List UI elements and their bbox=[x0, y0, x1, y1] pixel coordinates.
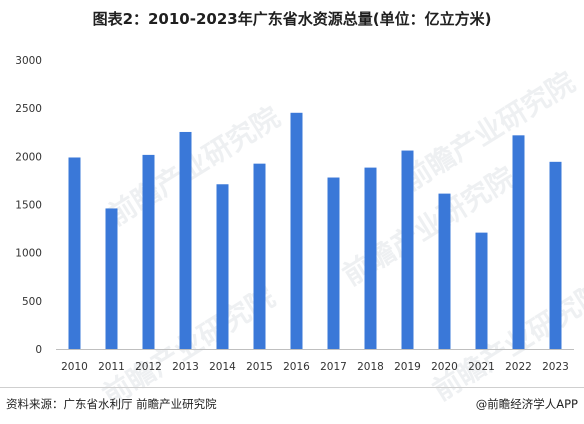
x-tick-label: 2022 bbox=[505, 361, 532, 373]
x-tick-label: 2018 bbox=[357, 361, 384, 373]
bar bbox=[512, 135, 525, 349]
y-tick-label: 1500 bbox=[15, 200, 42, 212]
x-tick-label: 2013 bbox=[172, 361, 199, 373]
y-tick-label: 500 bbox=[22, 296, 42, 308]
x-tick-label: 2015 bbox=[246, 361, 273, 373]
source-note: 资料来源：广东省水利厅 前瞻产业研究院 bbox=[6, 397, 217, 411]
y-tick-label: 1000 bbox=[15, 248, 42, 260]
x-tick-label: 2021 bbox=[468, 361, 495, 373]
x-tick-label: 2020 bbox=[431, 361, 458, 373]
x-tick-label: 2017 bbox=[320, 361, 347, 373]
bar bbox=[216, 184, 229, 349]
bar bbox=[549, 161, 562, 349]
bar bbox=[290, 112, 303, 349]
y-tick-label: 2000 bbox=[15, 151, 42, 163]
bar bbox=[475, 232, 488, 349]
bars bbox=[68, 112, 562, 349]
x-tick-label: 2016 bbox=[283, 361, 310, 373]
bar bbox=[364, 167, 377, 349]
x-tick-label: 2014 bbox=[209, 361, 236, 373]
x-tick-label: 2023 bbox=[542, 361, 569, 373]
bar bbox=[142, 154, 155, 349]
y-tick-label: 2500 bbox=[15, 103, 42, 115]
chart-title: 图表2：2010-2023年广东省水资源总量(单位：亿立方米) bbox=[92, 10, 492, 28]
y-axis: 0 500 1000 1500 2000 2500 3000 bbox=[15, 55, 42, 356]
x-tick-label: 2019 bbox=[394, 361, 421, 373]
x-axis: 2010 2011 2012 2013 2014 2015 2016 2017 2018 2019… bbox=[61, 361, 569, 373]
bar bbox=[253, 163, 266, 349]
bar bbox=[68, 157, 81, 349]
bar bbox=[401, 150, 414, 349]
x-tick-label: 2010 bbox=[61, 361, 88, 373]
y-tick-label: 0 bbox=[35, 344, 42, 356]
bar bbox=[438, 193, 451, 349]
footer: 资料来源：广东省水利厅 前瞻产业研究院 @前瞻经济学人APP bbox=[0, 387, 584, 424]
y-tick-label: 3000 bbox=[15, 55, 42, 67]
bar bbox=[327, 177, 340, 349]
x-tick-label: 2011 bbox=[98, 361, 125, 373]
x-tick-label: 2012 bbox=[135, 361, 162, 373]
bar bbox=[105, 208, 118, 349]
credit-note: @前瞻经济学人APP bbox=[475, 397, 578, 411]
bar bbox=[179, 131, 192, 349]
